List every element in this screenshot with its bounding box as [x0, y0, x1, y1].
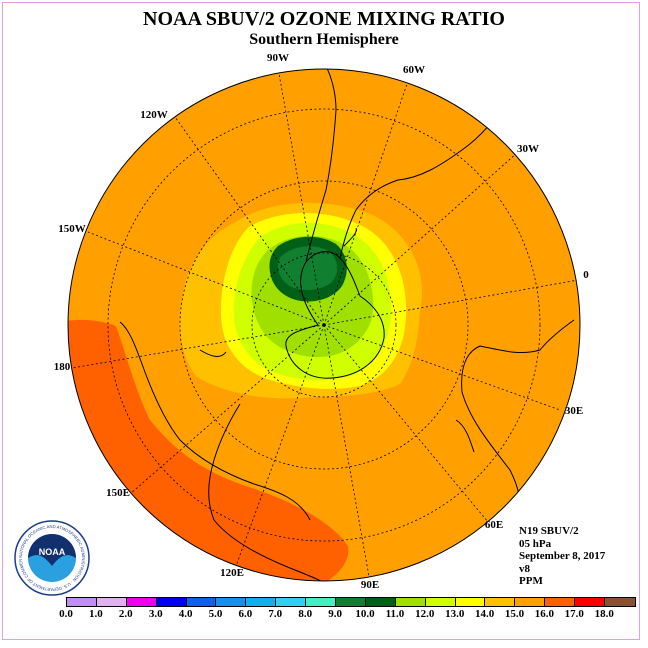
colorbar-swatch [455, 598, 486, 606]
map-subtitle: Southern Hemisphere [249, 31, 399, 48]
colorbar-tick-label: 3.0 [148, 608, 163, 620]
info-version: v8 [519, 562, 530, 575]
colorbar-swatch [515, 598, 546, 606]
lon-label-0: 0 [583, 269, 589, 281]
colorbar-tick-label: 17.0 [564, 608, 584, 620]
colorbar-swatch [336, 598, 366, 606]
colorbar-tick-label: 13.0 [445, 608, 465, 620]
colorbar-tick-label: 8.0 [298, 608, 313, 620]
colorbar-swatch [395, 598, 426, 606]
lon-label-180: 180 [54, 361, 71, 373]
colorbar-swatch [67, 598, 97, 606]
lon-label-30w: 30W [517, 143, 539, 155]
colorbar-tick-label: 4.0 [178, 608, 193, 620]
colorbar-tick-label: 0.0 [59, 608, 73, 620]
lon-label-60e: 60E [485, 519, 503, 531]
figure-frame [2, 2, 640, 640]
noaa-logo: NATIONAL OCEANIC AND ATMOSPHERIC ADMINIS… [14, 520, 90, 596]
colorbar-tick-label: 7.0 [268, 608, 283, 620]
colorbar-swatch [186, 598, 217, 606]
colorbar-tick-label: 15.0 [504, 608, 525, 620]
info-instrument: N19 SBUV/2 [519, 525, 579, 537]
colorbar-tick-label: 1.0 [89, 608, 103, 620]
longitude-labels: 90W 60W 30W 0 30E 60E 90E 120E 150E 180 … [54, 52, 590, 591]
colorbar-tick-label: 2.0 [118, 608, 133, 620]
map-boundary [67, 68, 581, 582]
colorbar-swatch [306, 598, 337, 606]
colorbar-swatch [365, 598, 396, 606]
colorbar-tick-label: 10.0 [355, 608, 375, 620]
colorbar-tick-label: 18.0 [594, 608, 614, 620]
logo-bird-icon [28, 534, 76, 566]
info-date: September 8, 2017 [519, 550, 606, 562]
colorbar-swatch [276, 598, 307, 606]
colorbar-tick-label: 5.0 [208, 608, 223, 620]
colorbar-swatch [605, 598, 635, 606]
colorbar-swatch [156, 598, 187, 606]
lon-label-150e: 150E [106, 487, 130, 499]
lon-label-150w: 150W [58, 223, 86, 235]
colorbar-swatch [575, 598, 606, 606]
lon-label-120e: 120E [220, 567, 244, 579]
colorbar-tick-label: 16.0 [534, 608, 555, 620]
lon-label-120w: 120W [140, 109, 168, 121]
colorbar-tick-label: 9.0 [328, 608, 342, 620]
lon-label-60w: 60W [403, 64, 425, 76]
lon-label-90w: 90W [267, 52, 289, 64]
info-level: 05 hPa [519, 537, 552, 550]
colorbar-swatch [485, 598, 516, 606]
colorbar-tick-label: 11.0 [385, 608, 405, 620]
info-block: N19 SBUV/2 05 hPa September 8, 2017 v8 P… [519, 525, 605, 588]
map-title: NOAA SBUV/2 OZONE MIXING RATIO [143, 8, 505, 30]
colorbar-tick-label: 14.0 [474, 608, 495, 620]
coastlines [119, 69, 575, 581]
colorbar-tick-label: 6.0 [238, 608, 253, 620]
meridians [71, 69, 579, 581]
info-units: PPM [519, 575, 543, 587]
colorbar [66, 597, 636, 607]
ozone-minimum-core [278, 246, 338, 290]
colorbar-swatch [216, 598, 247, 606]
colorbar-tick-label: 12.0 [415, 608, 435, 620]
colorbar-swatch [545, 598, 576, 606]
colorbar-swatch [96, 598, 127, 606]
colorbar-swatch [126, 598, 157, 606]
colorbar-swatch [246, 598, 277, 606]
lon-label-90e: 90E [361, 579, 379, 591]
colorbar-swatch [425, 598, 456, 606]
colorbar-labels: 0.0 1.0 2.0 3.0 4.0 5.0 6.0 7.0 8.0 9.0 10.0 11.0 12… [0, 608, 648, 622]
latitude-circles [107, 108, 541, 542]
logo-text: NOAA [39, 547, 66, 557]
lon-label-30e: 30E [565, 405, 583, 417]
